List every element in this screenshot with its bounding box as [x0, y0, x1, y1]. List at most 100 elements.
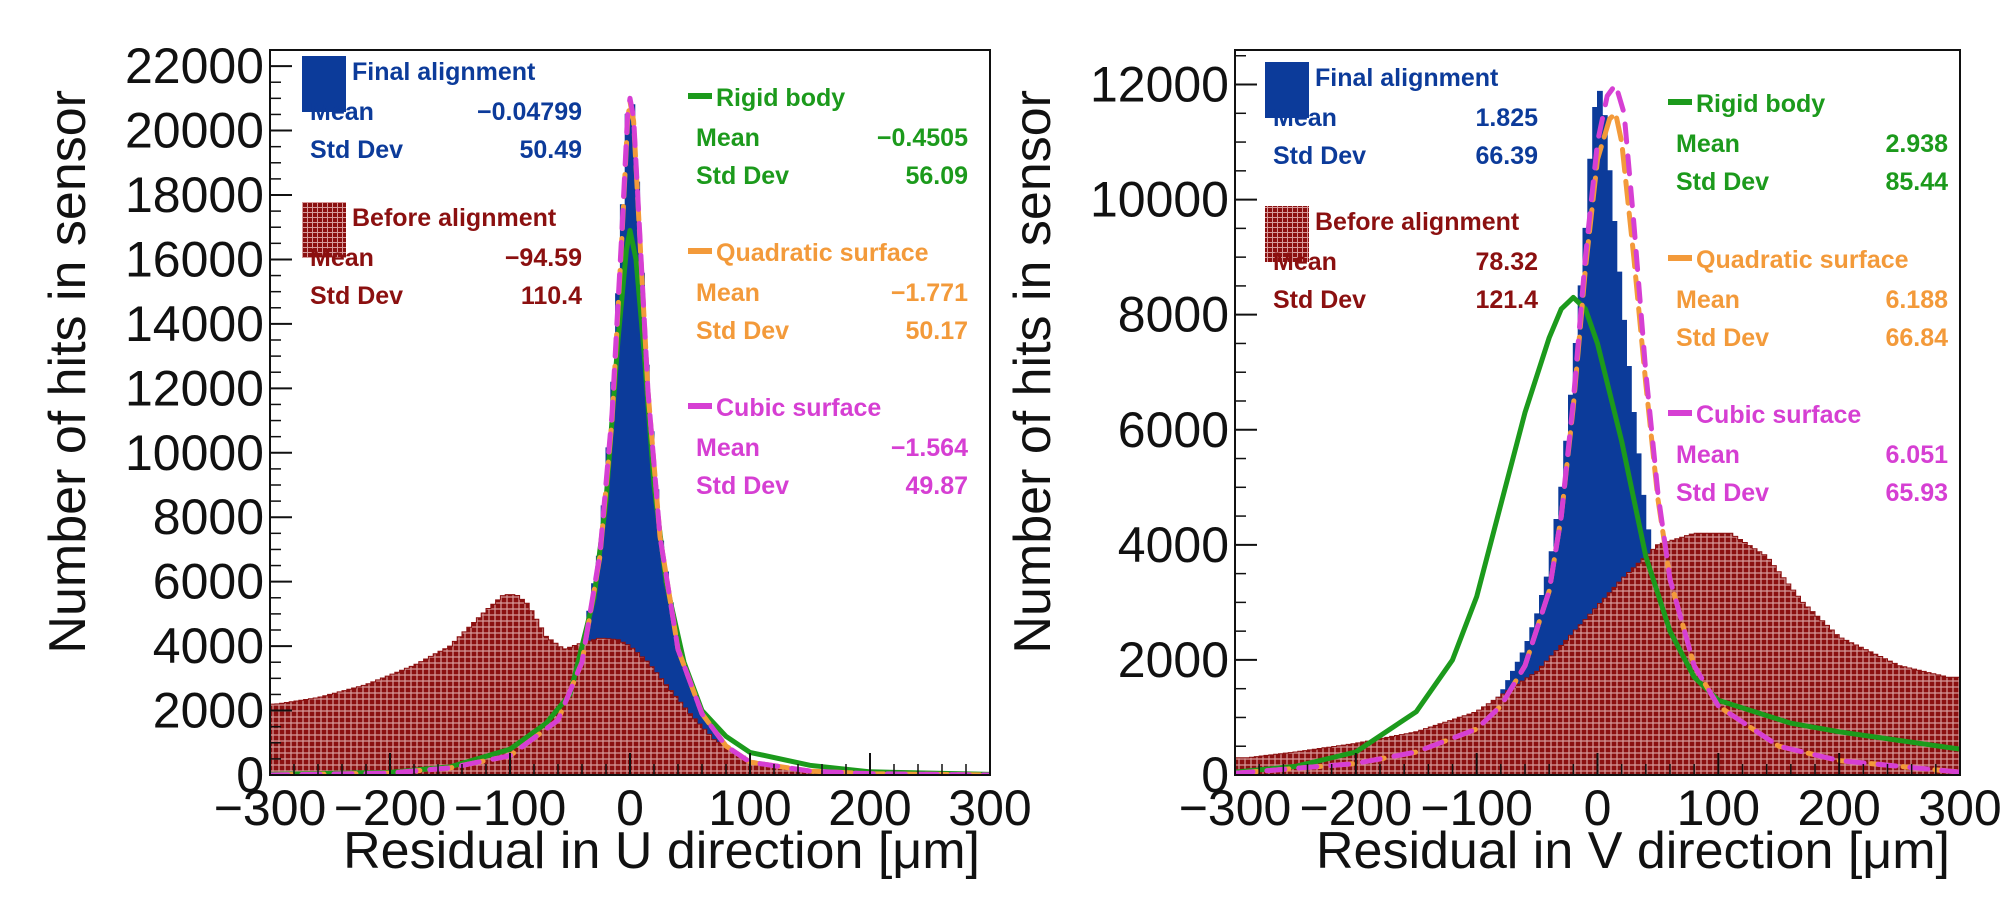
legend-cubic-mean-label: Mean	[1676, 441, 1740, 469]
y-tick-label: 4000	[1118, 517, 1229, 573]
legend-quadratic-mean-value: −1.771	[891, 279, 968, 307]
x-tick-label: 300	[948, 780, 1031, 836]
legend-rigid-mean-label: Mean	[1676, 130, 1740, 158]
legend-cubic-mean-label: Mean	[696, 434, 760, 462]
y-tick-label: 10000	[125, 425, 264, 481]
series-before-histogram	[1235, 532, 1960, 775]
y-tick-label: 2000	[1118, 632, 1229, 688]
legend-final: Final alignment Mean −0.04799 Std Dev 50.49	[302, 56, 582, 164]
x-tick-label: 300	[1918, 780, 2000, 836]
legend-rigid-std-value: 85.44	[1885, 168, 1948, 196]
legend-quadratic-mean-value: 6.188	[1885, 286, 1948, 314]
legend-before-mean-label: Mean	[310, 244, 374, 272]
legend-quadratic-std-label: Std Dev	[696, 317, 789, 345]
legend-quadratic-std-value: 66.84	[1885, 324, 1948, 352]
y-tick-label: 6000	[1118, 402, 1229, 458]
x-tick-label: 0	[1584, 780, 1612, 836]
x-tick-label: 200	[1797, 780, 1880, 836]
y-tick-label: 22000	[125, 38, 264, 94]
y-axis-title: Number of hits in sensor	[1004, 90, 1062, 654]
y-tick-label: 10000	[1090, 172, 1229, 228]
legend-cubic-name: Cubic surface	[716, 394, 881, 422]
x-tick-label: −200	[1300, 780, 1413, 836]
legend-before-std-value: 121.4	[1475, 286, 1538, 314]
plot-area	[270, 95, 990, 775]
x-tick-label: 100	[708, 780, 791, 836]
legend-rigid-std-label: Std Dev	[696, 162, 789, 190]
y-tick-label: 2000	[153, 683, 264, 739]
legend-cubic-std-value: 49.87	[905, 472, 968, 500]
legend-final-std-value: 50.49	[519, 136, 582, 164]
legend-before-swatch	[302, 202, 346, 258]
legend-final-mean-label: Mean	[1273, 104, 1337, 132]
legend-final-mean-value: −0.04799	[477, 98, 582, 126]
series-cubic-curve	[1235, 82, 1960, 775]
y-tick-label: 12000	[1090, 57, 1229, 113]
legend-final-std-label: Std Dev	[310, 136, 403, 164]
legend-final-mean-label: Mean	[310, 98, 374, 126]
legend-before-name: Before alignment	[1315, 208, 1520, 236]
legend-quadratic: Quadratic surface Mean 6.188 Std Dev 66.84	[1668, 246, 1948, 352]
legend-cubic-name: Cubic surface	[1696, 401, 1861, 429]
x-tick-label: −200	[334, 780, 447, 836]
series-rigid-curve	[1235, 294, 1960, 775]
legend-final-std-value: 66.39	[1475, 142, 1538, 170]
x-tick-label: 200	[828, 780, 911, 836]
legend-cubic-std-label: Std Dev	[696, 472, 789, 500]
legend-quadratic-mean-label: Mean	[1676, 286, 1740, 314]
legend-cubic-mean-value: −1.564	[891, 434, 968, 462]
legend-before-std-label: Std Dev	[1273, 286, 1366, 314]
legend-rigid-mean-label: Mean	[696, 124, 760, 152]
x-tick-label: −300	[1179, 780, 1292, 836]
legend-before-std-label: Std Dev	[310, 282, 403, 310]
x-tick-label: 100	[1677, 780, 1760, 836]
legend-rigid-std-value: 56.09	[905, 162, 968, 190]
x-tick-label: 0	[616, 780, 644, 836]
legend-cubic-std-label: Std Dev	[1676, 479, 1769, 507]
legend-before-mean-value: −94.59	[505, 244, 582, 272]
legend-rigid-mean-value: 2.938	[1885, 130, 1948, 158]
legend-cubic-std-value: 65.93	[1885, 479, 1948, 507]
legend-final-swatch	[302, 56, 346, 112]
legend-before-swatch	[1265, 206, 1309, 262]
y-tick-label: 12000	[125, 360, 264, 416]
y-tick-label: 20000	[125, 103, 264, 159]
x-axis-title: Residual in V direction [μm]	[1316, 822, 1950, 880]
legend-final-swatch	[1265, 62, 1309, 118]
x-axis-title: Residual in U direction [μm]	[343, 822, 980, 880]
legend-final-std-label: Std Dev	[1273, 142, 1366, 170]
y-tick-label: 6000	[153, 554, 264, 610]
y-tick-label: 18000	[125, 167, 264, 223]
panel-u-direction: −300 −200 −100 0 100 200 300 0 2000 4000 6000 8000 1…	[39, 38, 1032, 880]
legend-cubic: Cubic surface Mean 6.051 Std Dev 65.93	[1668, 401, 1948, 507]
legend-quadratic-std-value: 50.17	[905, 317, 968, 345]
plot-area	[1235, 82, 1960, 775]
x-tick-label: −100	[454, 780, 567, 836]
x-tick-label: −300	[214, 780, 327, 836]
legend-cubic-mean-value: 6.051	[1885, 441, 1948, 469]
y-tick-label: 0	[1201, 747, 1229, 803]
y-tick-label: 8000	[153, 489, 264, 545]
legend-before-mean-label: Mean	[1273, 248, 1337, 276]
legend-cubic: Cubic surface Mean −1.564 Std Dev 49.87	[688, 394, 968, 500]
legend-final: Final alignment Mean 1.825 Std Dev 66.39	[1265, 62, 1538, 170]
legend-final-name: Final alignment	[1315, 64, 1499, 92]
legend-before: Before alignment Mean −94.59 Std Dev 110.4	[302, 202, 582, 310]
legend-quadratic-name: Quadratic surface	[1696, 246, 1909, 274]
series-rigid-curve	[270, 227, 990, 775]
x-tick-label: −100	[1420, 780, 1533, 836]
legend-quadratic: Quadratic surface Mean −1.771 Std Dev 50.17	[688, 239, 968, 345]
legend-final-mean-value: 1.825	[1475, 104, 1538, 132]
legend-rigid: Rigid body Mean −0.4505 Std Dev 56.09	[688, 84, 968, 190]
legend-before-mean-value: 78.32	[1475, 248, 1538, 276]
legend-before: Before alignment Mean 78.32 Std Dev 121.4	[1265, 206, 1538, 314]
legend-quadratic-std-label: Std Dev	[1676, 324, 1769, 352]
legend-rigid-mean-value: −0.4505	[877, 124, 968, 152]
legend-before-std-value: 110.4	[521, 282, 582, 310]
legend-quadratic-mean-label: Mean	[696, 279, 760, 307]
y-tick-label: 4000	[153, 618, 264, 674]
legend-rigid-name: Rigid body	[716, 84, 845, 112]
y-tick-label: 8000	[1118, 287, 1229, 343]
legend-quadratic-name: Quadratic surface	[716, 239, 929, 267]
y-tick-label: 16000	[125, 231, 264, 287]
